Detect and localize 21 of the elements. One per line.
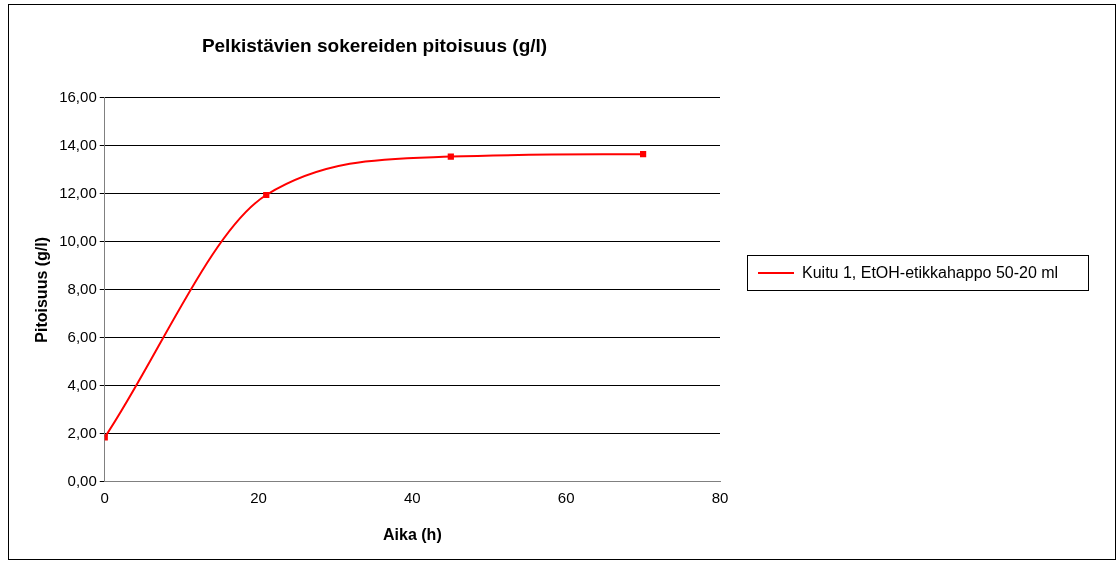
x-tick-label: 40 bbox=[404, 488, 421, 506]
y-tick-label: 2,00 bbox=[67, 423, 97, 441]
y-tick-label: 16,00 bbox=[59, 87, 97, 105]
x-axis-title: Aika (h) bbox=[383, 525, 442, 543]
legend-label: Kuitu 1, EtOH-etikkahappo 50-20 ml bbox=[802, 264, 1059, 282]
point bbox=[639, 151, 647, 158]
x-tick-label: 60 bbox=[557, 488, 575, 506]
x-tick-label: 20 bbox=[250, 488, 267, 506]
y-tick-label: 10,00 bbox=[59, 231, 97, 249]
y-tick-label: 4,00 bbox=[67, 375, 97, 393]
x-tick-label: 0 bbox=[100, 488, 109, 506]
y-tick-label: 12,00 bbox=[59, 183, 97, 201]
point bbox=[447, 153, 454, 160]
chart-title: Pelkistävien sokereiden pitoisuus (g/l) bbox=[201, 34, 548, 56]
y-tick-label: 8,00 bbox=[67, 279, 97, 297]
y-tick-label: 6,00 bbox=[67, 327, 97, 345]
x-tick-label: 80 bbox=[711, 488, 729, 506]
y-tick-label: 0,00 bbox=[67, 471, 97, 489]
y-axis-title: Pitoisuus (g/l) bbox=[33, 236, 51, 343]
y-tick-label: 14,00 bbox=[59, 135, 97, 153]
point bbox=[263, 191, 270, 199]
